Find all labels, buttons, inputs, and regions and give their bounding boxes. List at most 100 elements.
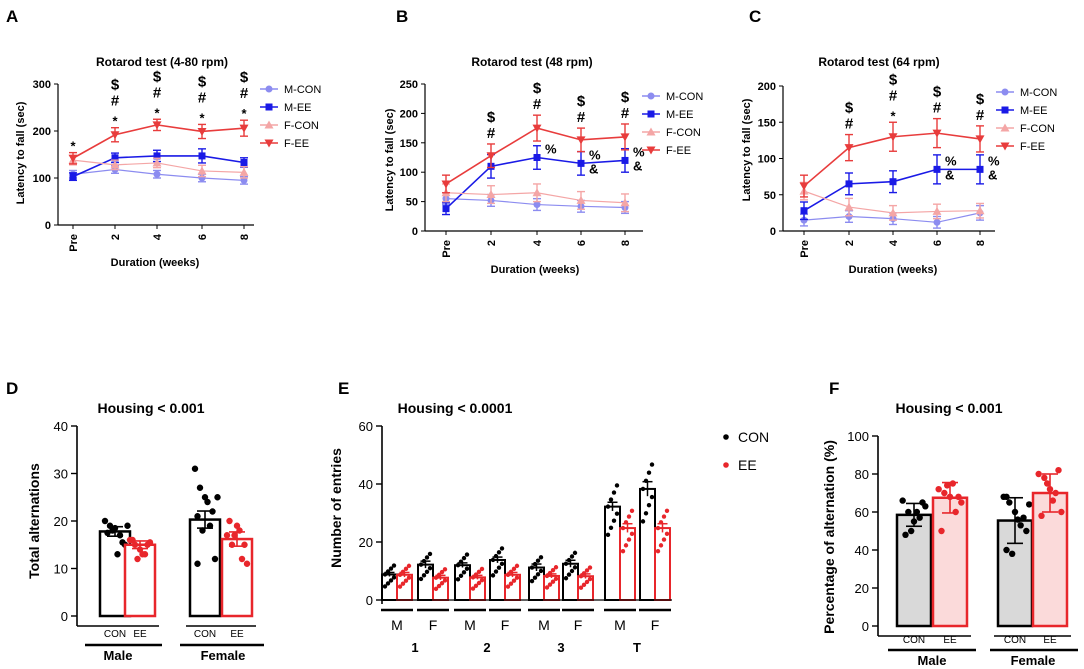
- data-point-m-con: [153, 170, 161, 178]
- data-point: [458, 559, 464, 564]
- data-point: [1038, 512, 1045, 519]
- data-point: [385, 581, 391, 586]
- sub-label: F: [651, 617, 660, 633]
- legend-marker: [1001, 88, 1009, 96]
- data-point-m-ee: [845, 180, 853, 188]
- x-tick-label-c: 2: [844, 240, 856, 246]
- data-point: [605, 532, 611, 538]
- data-point: [406, 563, 412, 569]
- data-point: [529, 578, 535, 584]
- significance-mark: #: [845, 116, 854, 133]
- data-point: [223, 532, 231, 539]
- y-tick-label-a: 100: [33, 173, 51, 185]
- data-point: [550, 567, 556, 573]
- data-point: [943, 482, 951, 489]
- data-point: [243, 560, 251, 567]
- x-tick-label-a: 6: [197, 234, 209, 240]
- data-point-f-ee: [799, 182, 809, 191]
- y-tick-label-f: 80: [855, 467, 869, 482]
- data-point: [907, 527, 915, 535]
- data-point-f-ee: [888, 133, 898, 142]
- significance-mark: *: [154, 105, 160, 120]
- data-point-m-con: [800, 216, 808, 224]
- data-point: [661, 537, 667, 542]
- data-point-m-con: [845, 213, 853, 220]
- legend-label: CON: [738, 429, 769, 445]
- data-point-f-con: [110, 160, 120, 169]
- y-tick-label-c: 150: [758, 117, 776, 129]
- data-point: [563, 561, 569, 566]
- data-point: [479, 566, 485, 572]
- legend-label: F-EE: [1020, 141, 1045, 153]
- y-tick-label-a: 300: [33, 79, 51, 91]
- sub-label: M: [538, 617, 550, 633]
- data-point: [136, 546, 144, 553]
- significance-mark: $: [111, 77, 120, 94]
- data-point: [496, 565, 502, 570]
- data-point: [578, 574, 584, 579]
- legend-marker: [1000, 123, 1010, 132]
- significance-mark: %: [945, 153, 957, 168]
- data-point: [455, 563, 461, 568]
- chart-title-F: Housing < 0.001: [896, 400, 1003, 416]
- data-point: [514, 563, 520, 569]
- y-tick-label-e: 40: [359, 477, 373, 492]
- significance-mark: $: [577, 93, 586, 110]
- data-point: [476, 569, 482, 574]
- data-point-m-ee: [240, 158, 248, 166]
- legend-label: F-CON: [666, 127, 701, 139]
- data-point: [199, 527, 206, 534]
- significance-mark: *: [70, 139, 76, 154]
- data-point-f-con: [239, 167, 249, 176]
- x-tick-label-c: 4: [888, 239, 900, 246]
- group-label: Male: [918, 653, 947, 668]
- significance-mark: *: [890, 108, 896, 123]
- legend-label: M-CON: [1020, 87, 1057, 99]
- significance-mark: #: [889, 87, 898, 104]
- data-point: [608, 525, 614, 530]
- legend-marker: [723, 434, 729, 440]
- x-tick-label-a: 4: [152, 233, 164, 240]
- legend-marker: [265, 103, 273, 111]
- data-point: [1035, 470, 1042, 478]
- data-point: [1025, 501, 1033, 508]
- data-point: [941, 489, 948, 497]
- data-point-f-con: [532, 188, 542, 197]
- sub-label: F: [429, 617, 438, 633]
- data-point: [1046, 486, 1054, 493]
- legend-label: F-CON: [284, 120, 319, 132]
- panel-letter-E: E: [338, 379, 349, 398]
- data-point: [544, 573, 550, 579]
- bar-label: CON: [194, 629, 216, 640]
- data-point-m-ee: [153, 152, 161, 160]
- significance-mark: $: [533, 80, 542, 97]
- data-point: [563, 576, 569, 581]
- data-point: [442, 567, 448, 572]
- data-point-f-ee: [239, 124, 249, 133]
- data-point: [433, 575, 439, 580]
- data-point: [614, 511, 620, 516]
- legend-label: M-EE: [284, 102, 312, 114]
- data-point: [418, 576, 424, 582]
- data-point-f-con: [486, 190, 496, 199]
- y-tick-label-c: 50: [764, 190, 776, 202]
- group-label: 1: [411, 640, 418, 655]
- data-point: [385, 569, 391, 574]
- data-point-m-ee: [889, 178, 897, 186]
- data-point: [236, 527, 243, 534]
- data-point: [620, 525, 626, 531]
- data-point: [569, 554, 575, 559]
- data-point-m-ee: [198, 152, 206, 160]
- data-point: [952, 508, 959, 516]
- data-point-f-ee: [532, 124, 542, 133]
- data-point: [194, 513, 201, 520]
- data-point-f-con: [888, 208, 898, 217]
- data-point: [499, 546, 505, 551]
- legend-label: M-EE: [666, 109, 694, 121]
- significance-mark: $: [487, 109, 496, 126]
- data-point: [209, 508, 216, 515]
- data-point: [1006, 499, 1013, 506]
- data-point: [538, 555, 544, 560]
- bar-label: CON: [903, 635, 925, 646]
